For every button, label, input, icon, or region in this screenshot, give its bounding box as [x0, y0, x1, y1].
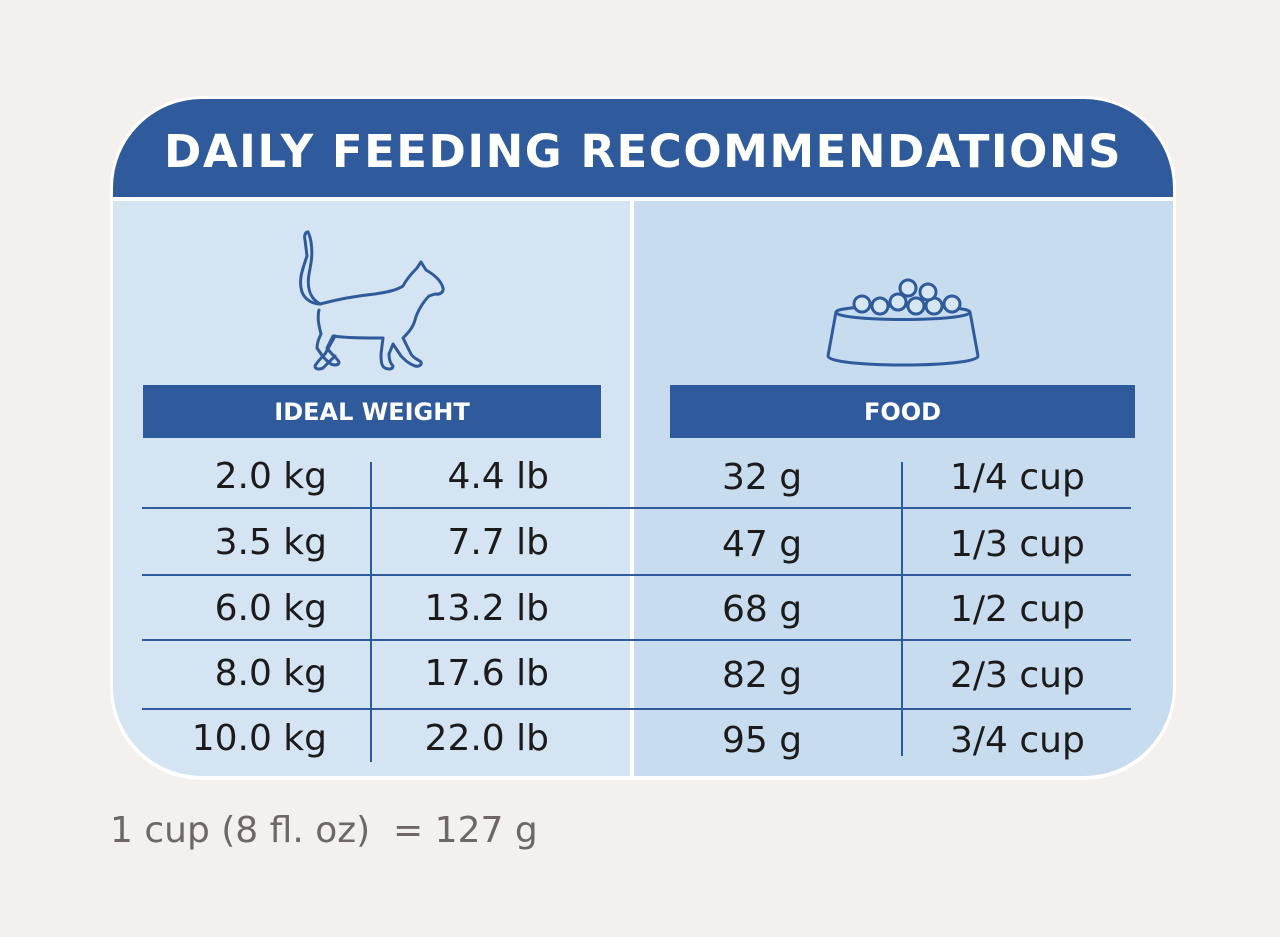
food-grams: 68 g — [722, 589, 803, 630]
food-cups: 3/4 cup — [950, 720, 1085, 761]
row-divider — [142, 574, 1131, 576]
food-bowl-icon — [826, 278, 980, 367]
weight-lb: 4.4 lb — [447, 456, 549, 497]
food-header: FOOD — [670, 385, 1135, 438]
cup-conversion-note: 1 cup (8 fl. oz) = 127 g — [110, 810, 538, 851]
weight-column-divider — [370, 462, 372, 762]
weight-kg: 10.0 kg — [191, 718, 327, 759]
food-cups: 1/4 cup — [950, 457, 1085, 498]
food-cups: 1/2 cup — [950, 589, 1085, 630]
weight-lb: 7.7 lb — [447, 522, 549, 563]
weight-kg: 2.0 kg — [214, 456, 327, 497]
weight-lb: 13.2 lb — [424, 588, 549, 629]
row-divider — [142, 708, 1131, 710]
weight-lb: 22.0 lb — [424, 718, 549, 759]
row-divider — [142, 507, 1131, 509]
food-grams: 82 g — [722, 655, 803, 696]
weight-kg: 3.5 kg — [214, 522, 327, 563]
weight-lb: 17.6 lb — [424, 653, 549, 694]
food-grams: 95 g — [722, 720, 803, 761]
ideal-weight-header: IDEAL WEIGHT — [143, 385, 601, 438]
food-grams: 47 g — [722, 524, 803, 565]
cat-icon — [299, 230, 445, 371]
row-divider — [142, 639, 1131, 641]
feeding-card: DAILY FEEDING RECOMMENDATIONS — [110, 96, 1176, 780]
weight-kg: 8.0 kg — [214, 653, 327, 694]
food-cups: 2/3 cup — [950, 655, 1085, 696]
card-header: DAILY FEEDING RECOMMENDATIONS — [113, 99, 1173, 197]
weight-kg: 6.0 kg — [214, 588, 327, 629]
food-column-divider — [901, 462, 903, 756]
page-title: DAILY FEEDING RECOMMENDATIONS — [163, 124, 1122, 178]
food-grams: 32 g — [722, 457, 803, 498]
food-cups: 1/3 cup — [950, 524, 1085, 565]
